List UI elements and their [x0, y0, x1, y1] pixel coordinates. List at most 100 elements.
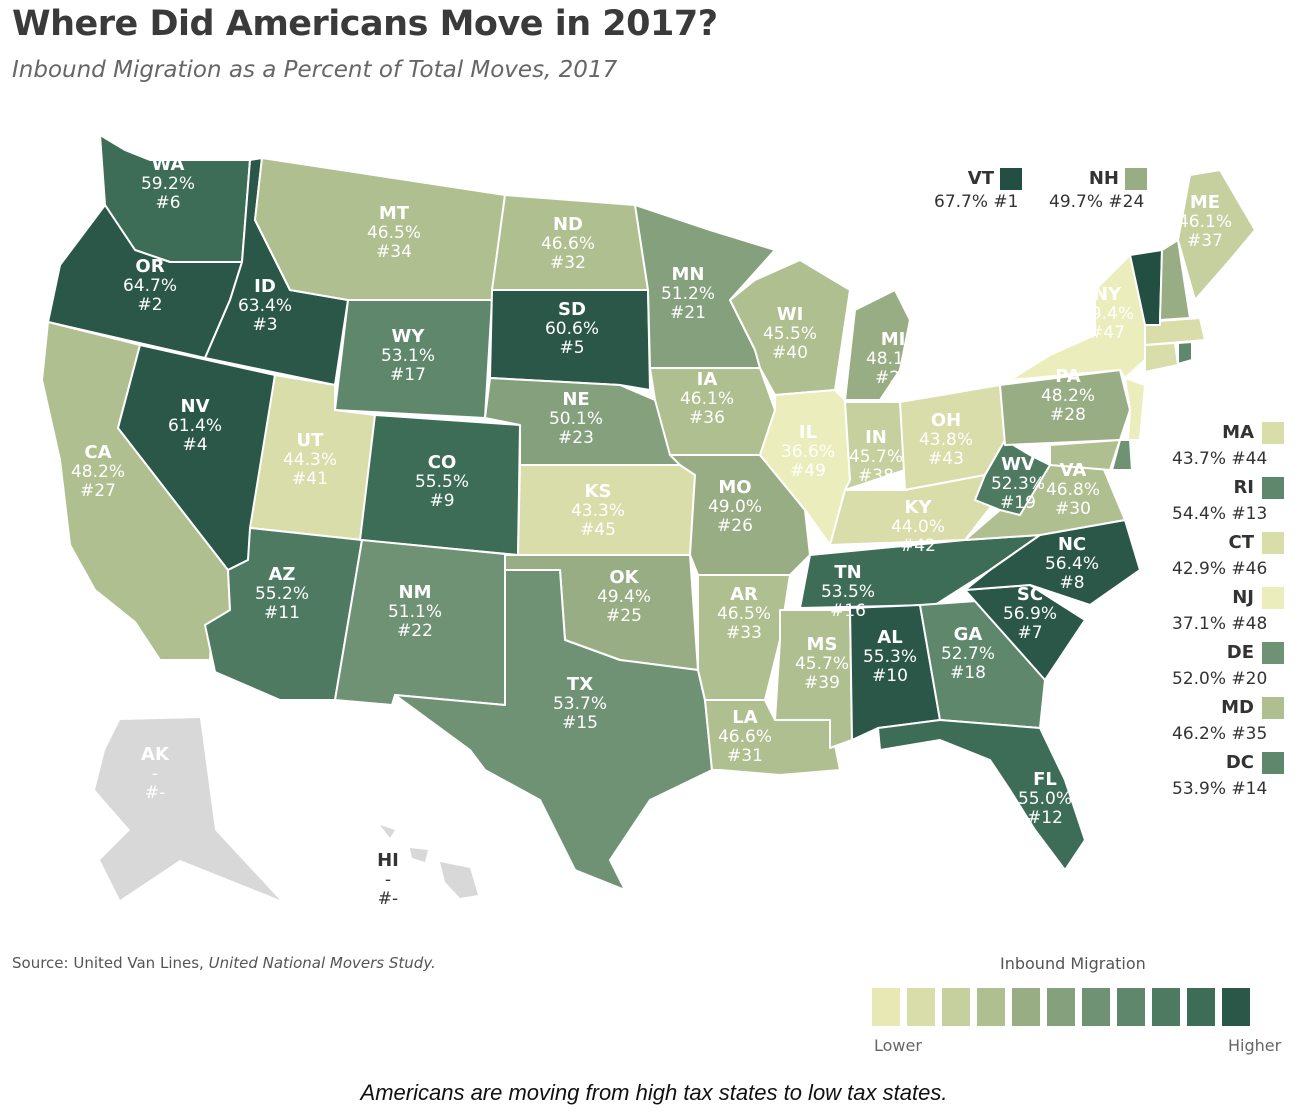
- state-abbr: OR: [135, 256, 164, 277]
- callout-pct: 37.1%: [1172, 614, 1227, 634]
- state-label-al: AL 55.3% #10: [863, 627, 917, 686]
- state-ak[interactable]: [95, 718, 280, 900]
- state-abbr: VA: [1060, 460, 1087, 481]
- state-hi[interactable]: [380, 825, 478, 898]
- state-rank: #36: [689, 408, 725, 428]
- state-abbr: AR: [730, 584, 758, 605]
- state-label-fl: FL 55.0% #12: [1018, 769, 1072, 828]
- callout-rank: #13: [1231, 504, 1268, 524]
- state-rank: #16: [830, 601, 866, 621]
- state-ri[interactable]: [1177, 341, 1193, 365]
- callout-nh-swatch: [1125, 168, 1147, 190]
- state-value: 52.7%: [941, 644, 995, 664]
- state-label-ga: GA 52.7% #18: [941, 624, 995, 683]
- state-tx[interactable]: [394, 569, 713, 891]
- state-abbr: NE: [562, 389, 589, 410]
- callout-pct: 43.7%: [1172, 449, 1227, 469]
- state-rank: #7: [1017, 623, 1042, 643]
- state-rank: #12: [1027, 808, 1063, 828]
- state-value: 45.5%: [763, 324, 817, 344]
- callout-md-value: 46.2% #35: [1172, 724, 1267, 744]
- state-rank: #42: [900, 536, 936, 556]
- callout-nh-value: 49.7% #24: [1049, 192, 1144, 212]
- legend-swatch-1: [872, 988, 900, 1026]
- state-abbr: SD: [558, 299, 586, 320]
- state-rank: #41: [292, 469, 328, 489]
- state-rank: #21: [670, 303, 706, 323]
- state-abbr: GA: [954, 624, 983, 645]
- state-rank: #6: [155, 193, 180, 213]
- state-value: 45.7%: [849, 447, 903, 467]
- state-abbr: OH: [931, 410, 961, 431]
- state-label-az: AZ 55.2% #11: [255, 564, 309, 623]
- state-de[interactable]: [1111, 439, 1133, 471]
- state-abbr: NY: [1093, 284, 1122, 305]
- callout-vt-abbr: VT: [967, 168, 994, 189]
- state-value: 46.1%: [1178, 212, 1232, 232]
- state-rank: #49: [790, 461, 826, 481]
- callout-pct: 42.9%: [1172, 559, 1227, 579]
- state-value: -: [385, 870, 391, 890]
- state-value: 46.1%: [680, 389, 734, 409]
- state-abbr: CO: [428, 452, 457, 473]
- callout-vt-swatch: [1000, 168, 1022, 190]
- state-label-id: ID 63.4% #3: [238, 276, 292, 335]
- state-rank: #33: [726, 623, 762, 643]
- state-rank: #-: [145, 783, 165, 803]
- state-abbr: MO: [718, 477, 751, 498]
- state-label-ca: CA 48.2% #27: [71, 442, 125, 501]
- state-abbr: MI: [881, 329, 906, 350]
- legend-scale: [872, 988, 1250, 1026]
- state-abbr: HI: [377, 850, 399, 871]
- state-md[interactable]: [1049, 439, 1121, 471]
- state-value: 59.2%: [141, 174, 195, 194]
- state-rank: #40: [772, 343, 808, 363]
- state-value: 36.6%: [781, 442, 835, 462]
- state-abbr: WV: [1001, 454, 1035, 475]
- state-label-wi: WI 45.5% #40: [763, 304, 817, 363]
- state-value: 48.1%: [866, 349, 920, 369]
- callout-nj-swatch: [1262, 587, 1284, 609]
- state-rank: #23: [558, 428, 594, 448]
- state-me[interactable]: [1177, 169, 1256, 301]
- callout-vt-pct: 67.7%: [934, 192, 989, 212]
- state-la[interactable]: [704, 699, 841, 776]
- state-label-ky: KY 44.0% #42: [891, 497, 945, 556]
- state-nj[interactable]: [1124, 377, 1146, 441]
- legend-swatch-7: [1082, 988, 1110, 1026]
- state-nh[interactable]: [1159, 239, 1191, 321]
- legend-swatch-11: [1222, 988, 1250, 1026]
- state-value: 49.4%: [597, 587, 651, 607]
- state-abbr: AZ: [269, 564, 296, 585]
- state-abbr: KS: [585, 481, 612, 502]
- state-rank: #45: [580, 520, 616, 540]
- state-label-sd: SD 60.6% #5: [545, 299, 599, 358]
- state-value: 55.5%: [415, 472, 469, 492]
- state-rank: #32: [550, 253, 586, 273]
- state-vt[interactable]: [1129, 249, 1163, 326]
- state-label-ok: OK 49.4% #25: [597, 567, 651, 626]
- state-rank: #39: [804, 673, 840, 693]
- state-value: 53.5%: [821, 582, 875, 602]
- state-sd[interactable]: [489, 289, 651, 391]
- state-label-pa: PA 48.2% #28: [1041, 366, 1095, 425]
- state-rank: #9: [429, 491, 454, 511]
- state-value: 46.5%: [367, 223, 421, 243]
- state-abbr: WA: [152, 154, 185, 175]
- state-fl[interactable]: [877, 719, 1086, 871]
- legend-high: Higher: [1228, 1036, 1282, 1055]
- callout-dc-value: 53.9% #14: [1172, 779, 1267, 799]
- callout-ri-value: 54.4% #13: [1172, 504, 1267, 524]
- state-label-wy: WY 53.1% #17: [381, 326, 435, 385]
- callout-vt-value: 67.7% #1: [934, 192, 1018, 212]
- legend-swatch-3: [942, 988, 970, 1026]
- callout-nh-pct: 49.7%: [1049, 192, 1104, 212]
- state-rank: #43: [928, 449, 964, 469]
- state-in[interactable]: [844, 401, 906, 491]
- state-value: 48.2%: [1041, 386, 1095, 406]
- state-rank: #47: [1089, 323, 1125, 343]
- callout-rank: #35: [1231, 724, 1268, 744]
- state-ct[interactable]: [1144, 342, 1179, 373]
- source-note: Source: United Van Lines, United Nationa…: [12, 954, 436, 972]
- state-rank: #10: [872, 666, 908, 686]
